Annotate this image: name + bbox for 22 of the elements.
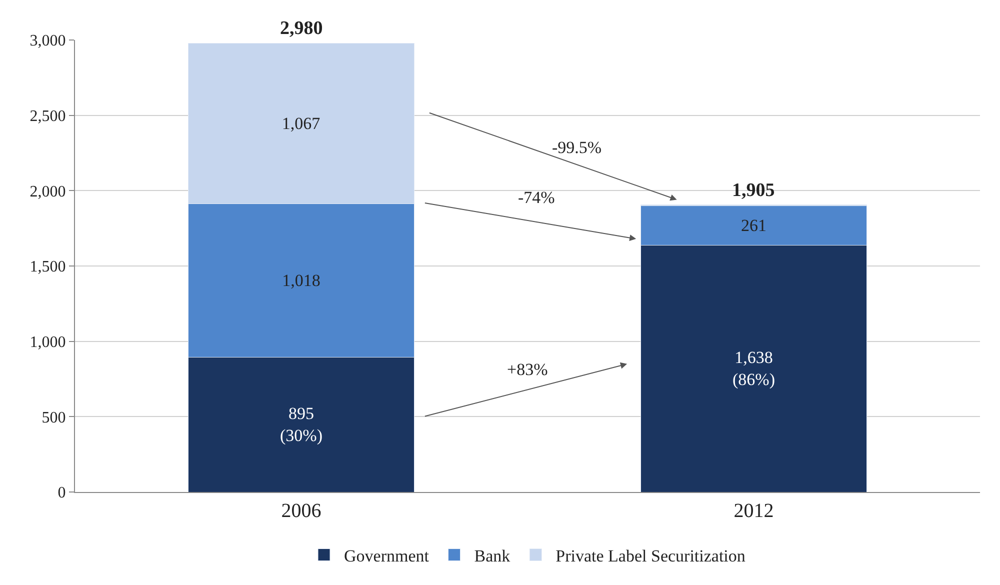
y-tick-label: 2,000 [30, 183, 66, 200]
annotation: -74% [518, 188, 555, 207]
x-tick-label: 2006 [281, 500, 322, 522]
y-tick-label: 1,000 [30, 334, 66, 351]
y-tick-label: 2,500 [30, 108, 66, 125]
total-label: 1,905 [732, 180, 775, 201]
annotation: -99.5% [552, 138, 602, 157]
data-label: 895 (30%) [280, 404, 322, 446]
y-tick-label: 500 [42, 409, 66, 426]
legend-label: Bank [474, 546, 511, 566]
data-label: 1,018 [282, 270, 320, 290]
annotation: +83% [507, 360, 548, 379]
y-tick-label: 3,000 [30, 32, 66, 50]
y-tick-label: 1,500 [30, 258, 66, 276]
total-label: 2,980 [280, 18, 323, 39]
legend-label: Private Label Securitization [556, 546, 746, 566]
legend-label: Government [344, 546, 430, 566]
data-label: 1,067 [282, 114, 321, 133]
data-label: 261 [741, 216, 767, 236]
x-tick-label: 2012 [734, 500, 774, 522]
y-tick-label: 0 [58, 484, 66, 502]
data-label: 1,638 (86%) [732, 348, 775, 390]
